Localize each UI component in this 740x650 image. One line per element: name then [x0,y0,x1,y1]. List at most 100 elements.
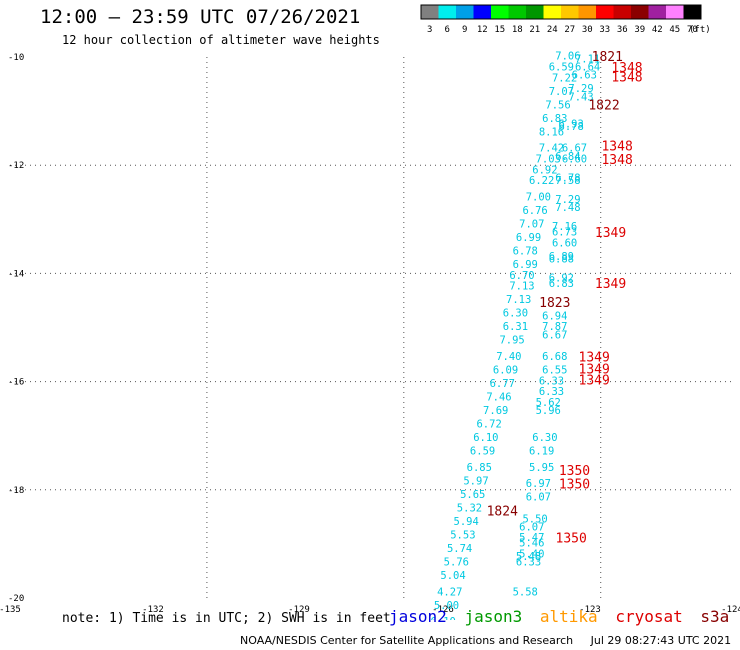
time-label-cryosat: 1348 [601,139,632,154]
swh-value: 6.59 [470,446,495,458]
legend-jason2: jason2 [389,607,447,626]
swh-value: 4.27 [437,586,462,598]
swh-value: 6.83 [542,113,567,125]
swh-value: 6.10 [431,616,456,620]
legend-altika: altika [539,607,598,626]
swh-value: 6.60 [552,237,577,249]
swh-value: 6.92 [549,273,574,285]
x-tick-label: -132 [142,605,164,615]
credit-text: NOAA/NESDIS Center for Satellite Applica… [240,634,574,647]
swh-value: 6.19 [529,446,554,458]
scale-swatch-24 [543,5,561,19]
y-tick-label: -12 [8,161,24,171]
swh-value: 7.87 [542,321,567,333]
swh-value: 5.94 [454,516,479,528]
swh-value: 7.48 [555,202,580,214]
scale-label-9: 9 [462,25,467,35]
time-label-s3a: 1823 [539,296,570,311]
swh-value: 5.32 [457,502,482,514]
x-tick-label: -123 [579,605,601,615]
time-label-s3a: 1821 [592,50,623,65]
swh-value: 7.00 [526,191,551,203]
time-label-cryosat: 1348 [611,61,642,76]
swh-value: 7.06 [555,51,580,63]
swh-value: 7.07 [549,86,574,98]
y-tick-label: -16 [8,378,24,388]
scale-label-18: 18 [512,25,523,35]
swh-value: 6.83 [549,278,574,290]
swh-value: 5.58 [513,586,538,598]
time-label-cryosat: 1350 [556,531,587,546]
swh-value: 7.07 [519,218,544,230]
swh-value: 6.73 [552,227,577,239]
scale-label-15: 15 [494,25,505,35]
time-label-cryosat: 1350 [559,477,590,492]
swh-value: 6.85 [467,462,492,474]
swh-value: 7.29 [568,83,593,95]
x-tick-label: -129 [288,605,310,615]
scale-swatch-36 [613,5,631,19]
swh-value: 6.88 [549,254,574,266]
swh-value: 6.68 [542,351,567,363]
y-tick-label: -10 [8,53,24,63]
swh-value: 6.10 [473,432,498,444]
swh-value: 5.47 [519,532,544,544]
time-label-cryosat: 1348 [611,71,642,86]
credit-line: NOAA/NESDIS Center for Satellite Applica… [240,634,731,647]
swh-value: 7.42 [539,143,564,155]
scale-label-3: 3 [427,25,432,35]
chart-subtitle: 12 hour collection of altimeter wave hei… [62,33,380,47]
legend-jason3: jason3 [464,607,523,626]
swh-value: 5.96 [536,405,561,417]
altimeter-map-plot: -135 -132 -129 -126 -123 -124 -10 -12 -14 -16 -18 -… [0,50,740,620]
satellite-legend: jason2 jason3 altika cryosat s3a [389,607,737,626]
swh-value: 5.62 [536,397,561,409]
scale-swatch-30 [578,5,596,19]
time-label-cryosat: 1349 [595,277,626,292]
swh-value: 5.74 [447,543,472,555]
scale-label-70: 70 [687,25,698,35]
swh-value: 6.31 [503,321,528,333]
swh-value: 7.58 [555,175,580,187]
time-label-cryosat: 1349 [579,363,610,378]
scale-unit-label: (ft) [689,25,711,35]
scale-label-12: 12 [477,25,488,35]
swh-value: 7.03 [536,153,561,165]
swh-value: 6.99 [516,232,541,244]
scale-label-42: 42 [652,25,663,35]
swh-value: 7.16 [552,221,577,233]
generated-timestamp: Jul 29 08:27:43 UTC 2021 [590,634,732,647]
swh-value: 6.67 [562,143,587,155]
swh-value: 6.93 [559,118,584,130]
swh-value: 6.78 [559,121,584,133]
swh-value: 6.76 [522,205,547,217]
swh-value: 5.76 [444,557,469,569]
scale-label-21: 21 [529,25,540,35]
swh-value: 5.46 [519,538,544,550]
swh-value: 6.59 [549,62,574,74]
swh-value: 5.00 [434,600,459,612]
swh-value: 6.64 [575,62,600,74]
swh-value: 5.95 [529,462,554,474]
swh-value: 7.13 [509,281,534,293]
swh-value: 6.70 [509,270,534,282]
swh-value: 6.60 [562,153,587,165]
time-label-cryosat: 1350 [559,464,590,479]
swh-value: 6.78 [555,172,580,184]
scale-swatch-3 [421,5,439,19]
x-tick-label: -135 [0,605,21,615]
scale-swatch-12 [473,5,491,19]
swh-value: 6.94 [542,310,567,322]
scale-swatch-45 [666,5,684,19]
swh-value: 6.67 [542,329,567,341]
scale-label-39: 39 [634,25,645,35]
swh-value: 7.29 [555,194,580,206]
swh-value: 7.40 [496,351,521,363]
scale-label-36: 36 [617,25,628,35]
scale-swatch-18 [508,5,526,19]
scale-label-27: 27 [564,25,575,35]
time-label-cryosat: 1349 [579,374,610,389]
scale-label-45: 45 [669,25,680,35]
swh-value: 6.07 [526,492,551,504]
swh-value: 6.97 [526,478,551,490]
